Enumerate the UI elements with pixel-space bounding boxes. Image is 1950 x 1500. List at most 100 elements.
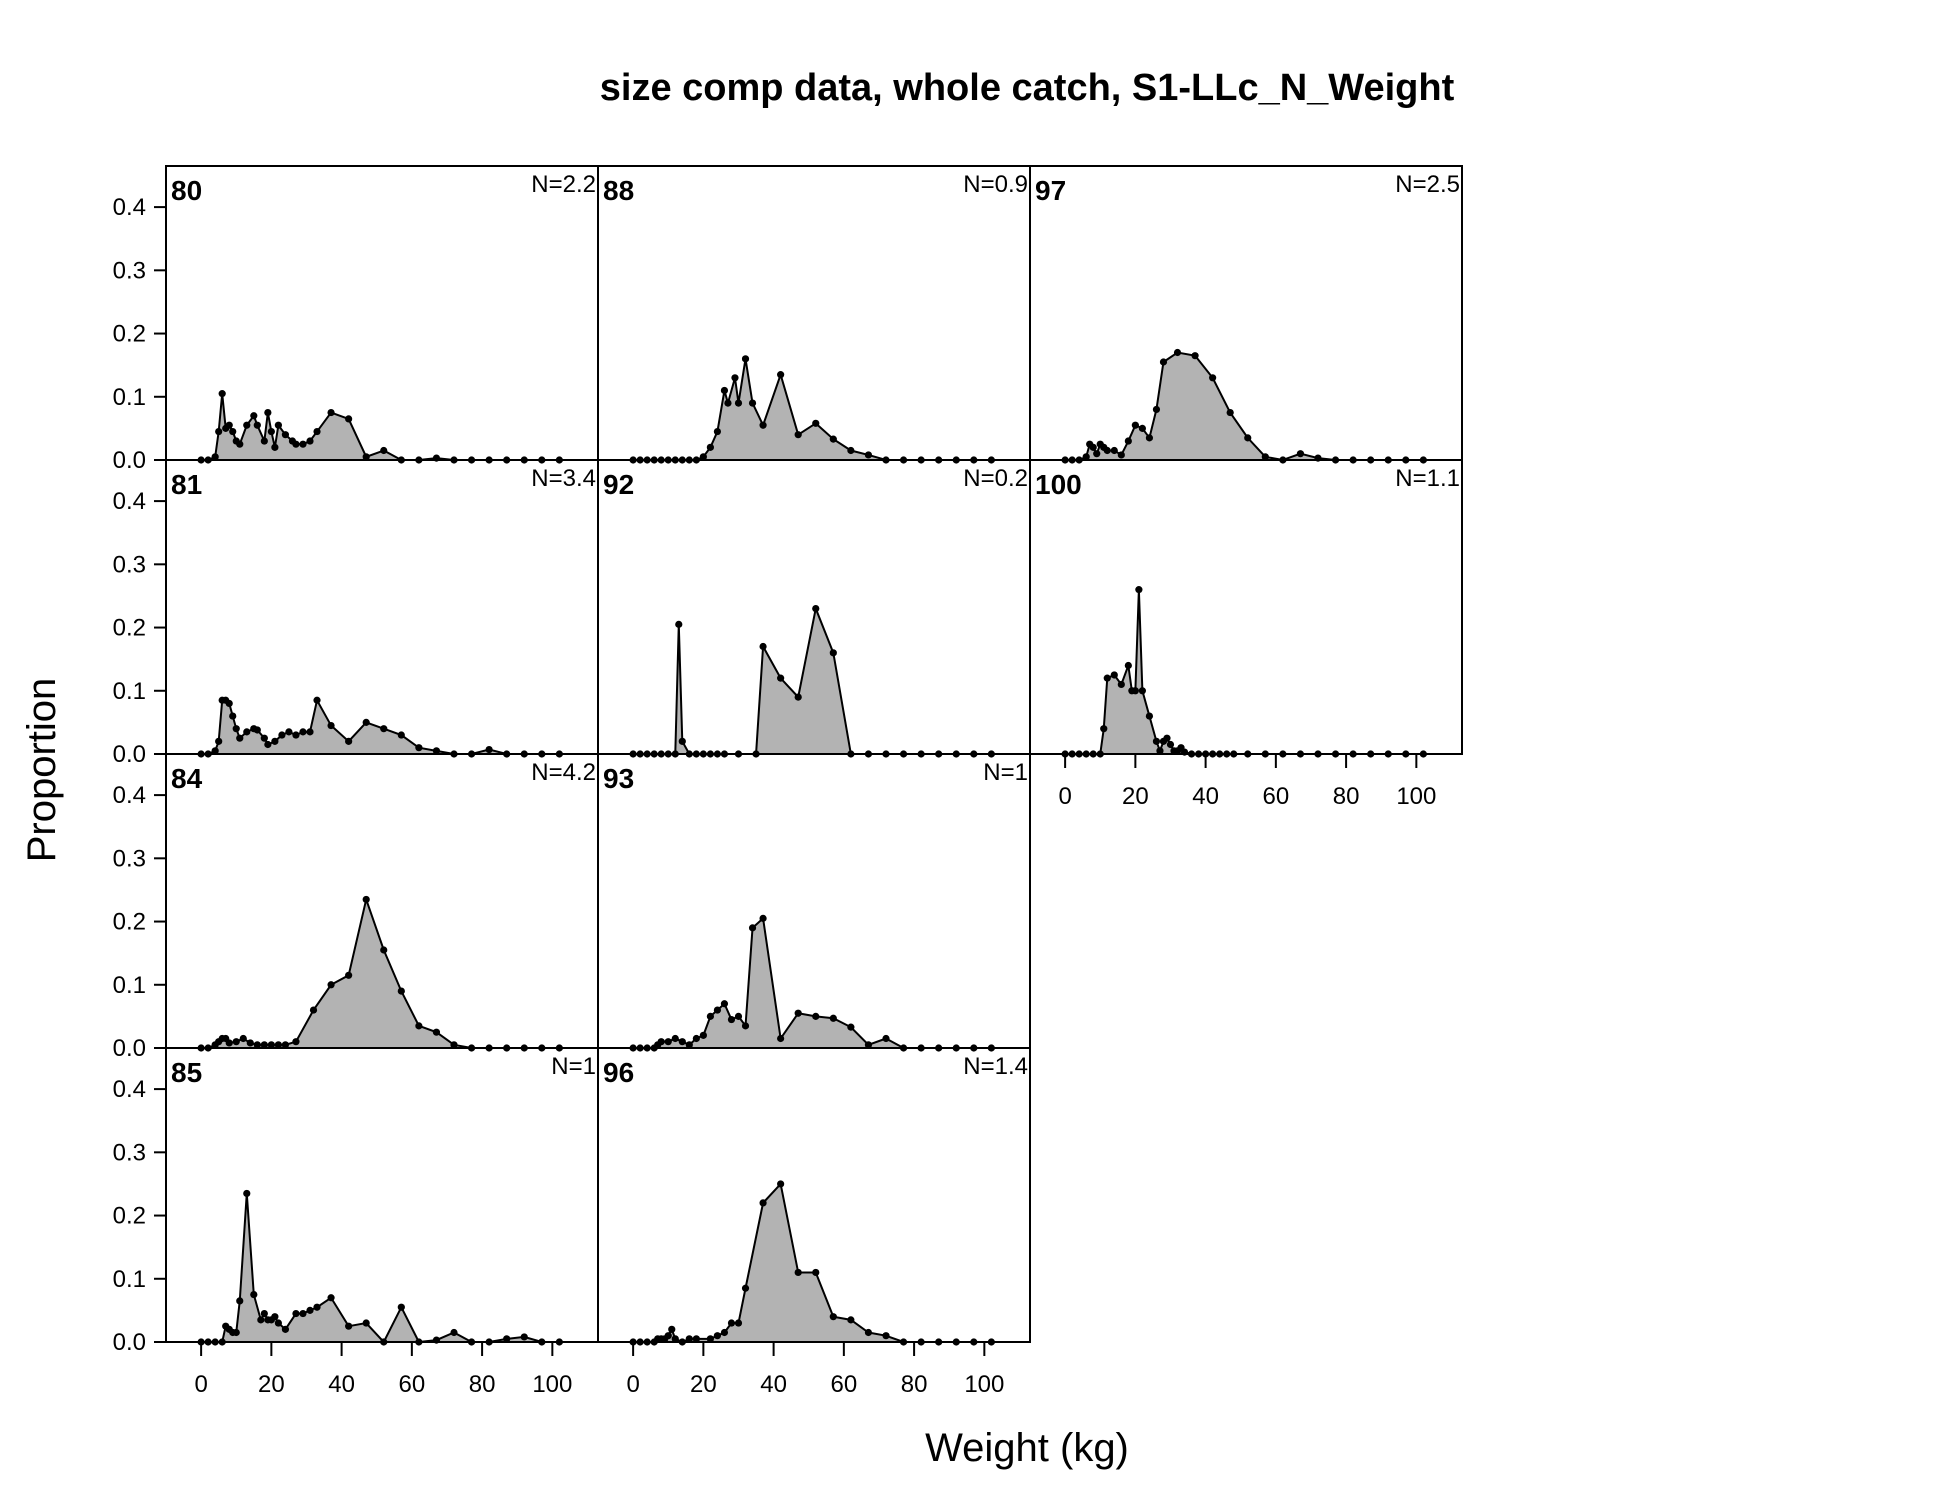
panel-84-point — [345, 971, 353, 979]
y-axis-label: Proportion — [20, 678, 64, 863]
panel-96-point — [794, 1268, 802, 1277]
panel-80-point — [292, 440, 300, 448]
panel-100-point — [1103, 674, 1111, 682]
panel-80-point — [250, 412, 258, 420]
panel-96-point — [759, 1199, 767, 1207]
panel-93-n-label: N=1 — [983, 759, 1028, 786]
panel-96-point — [864, 1328, 873, 1337]
chart-title: size comp data, whole catch, S1-LLc_N_We… — [600, 67, 1455, 109]
panel-85-point — [250, 1290, 258, 1299]
x-tick-label: 60 — [831, 1371, 858, 1398]
panel-80-point — [229, 427, 237, 436]
panel-85-label: 85 — [171, 1057, 202, 1088]
panel-80-point — [218, 390, 226, 398]
panel-81-point — [299, 728, 307, 736]
panel-93-point — [706, 1012, 714, 1020]
panel-88-frame — [597, 165, 1031, 461]
x-tick-label: 0 — [1058, 783, 1071, 810]
panel-84-point — [281, 1041, 290, 1049]
panel-80-frame — [165, 165, 599, 461]
panel-93-point — [741, 1022, 750, 1030]
panel-81-point — [397, 731, 405, 739]
panel-81-point — [225, 699, 233, 708]
panel-81-point — [327, 721, 335, 730]
panel-93-point — [657, 1038, 665, 1046]
panel-96-point — [847, 1316, 855, 1324]
panel-97-point — [1173, 348, 1182, 357]
panel-96: 96 N=1.4 0 20 40 60 80 100 — [597, 1047, 1031, 1398]
y-tick-label: 0.0 — [113, 1035, 146, 1062]
panel-81-point — [432, 747, 441, 755]
panel-84-point — [260, 1041, 268, 1049]
panel-92-n-label: N=0.2 — [963, 465, 1028, 492]
y-tick-label: 0.3 — [113, 845, 146, 872]
x-tick-label: 80 — [1333, 783, 1360, 810]
panel-93-point — [692, 1034, 700, 1043]
panel-80-n-label: N=2.2 — [531, 171, 596, 198]
panel-96-point — [734, 1319, 743, 1327]
panel-85-point — [274, 1319, 282, 1327]
panel-100-point — [1100, 725, 1108, 733]
y-tick-label: 0.2 — [113, 909, 146, 936]
panel-81-point — [485, 745, 493, 754]
panel-85-point — [271, 1313, 279, 1321]
panel-97-point — [1145, 434, 1154, 442]
panel-81-point — [229, 712, 237, 720]
panel-97-point — [1191, 352, 1199, 360]
y-tick-label: 0.1 — [113, 1266, 146, 1293]
panel-97-point — [1110, 446, 1118, 455]
x-tick-label: 100 — [964, 1371, 1004, 1398]
panel-93-point — [882, 1034, 890, 1043]
panels-layer: 80 N=2.2 0.0 0.1 0.2 0.3 0.4 81 N=3.4 0.0 0.1 0.2 0.… — [113, 165, 1463, 1398]
panel-80-point — [345, 415, 353, 423]
x-tick-label: 0 — [194, 1371, 207, 1398]
panel-84-point — [274, 1041, 282, 1049]
panel-88-label: 88 — [603, 175, 634, 206]
panel-97-point — [1117, 451, 1125, 459]
panel-85-point — [397, 1303, 405, 1311]
panel-88-point — [812, 419, 820, 427]
panel-93-label: 93 — [603, 763, 634, 794]
panel-92-area — [633, 608, 992, 754]
panel-92-point — [777, 674, 785, 682]
panel-85-point — [450, 1328, 458, 1337]
panel-100-point — [1152, 737, 1161, 745]
panel-93-point — [664, 1038, 672, 1046]
panel-85-point — [313, 1303, 321, 1311]
x-tick-label: 0 — [626, 1371, 639, 1398]
panel-88-point — [741, 355, 750, 363]
panel-84-point — [309, 1006, 318, 1014]
panel-80-point — [299, 440, 307, 448]
panel-81-point — [313, 696, 321, 704]
panel-88-point — [713, 427, 722, 436]
panel-92-point — [759, 642, 767, 651]
panel-85-point — [362, 1319, 370, 1327]
panel-88-area — [633, 358, 992, 460]
panel-96-point — [664, 1332, 672, 1340]
panel-100-area — [1065, 589, 1424, 754]
panel-85-point — [232, 1328, 240, 1337]
panel-81-point — [380, 725, 388, 733]
panel-81: 81 N=3.4 0.0 0.1 0.2 0.3 0.4 — [113, 459, 599, 768]
panel-85-point — [236, 1297, 244, 1305]
panel-93-point — [727, 1015, 736, 1024]
y-tick-label: 0.3 — [113, 1139, 146, 1166]
panel-100-n-label: N=1.1 — [1395, 465, 1460, 492]
panel-88-point — [829, 435, 837, 443]
panel-85: 85 N=1 0.0 0.1 0.2 0.3 0.4 0 20 40 60 80 100 — [113, 1047, 599, 1398]
panel-81-point — [236, 734, 244, 742]
panel-97-point — [1226, 408, 1234, 417]
panel-97-frame — [1029, 165, 1463, 461]
panel-88-point — [699, 453, 707, 461]
panel-81-point — [285, 728, 293, 736]
panel-81-point — [260, 734, 268, 742]
panel-93-point — [685, 1041, 693, 1049]
panel-85-area — [201, 1193, 560, 1342]
panel-84-point — [397, 987, 405, 995]
panel-81-point — [253, 726, 261, 734]
panel-97-n-label: N=2.5 — [1395, 171, 1460, 198]
panel-96-point — [671, 1335, 679, 1343]
panel-81-point — [292, 731, 300, 739]
panel-88-point — [794, 431, 802, 439]
y-tick-label: 0.2 — [113, 615, 146, 642]
